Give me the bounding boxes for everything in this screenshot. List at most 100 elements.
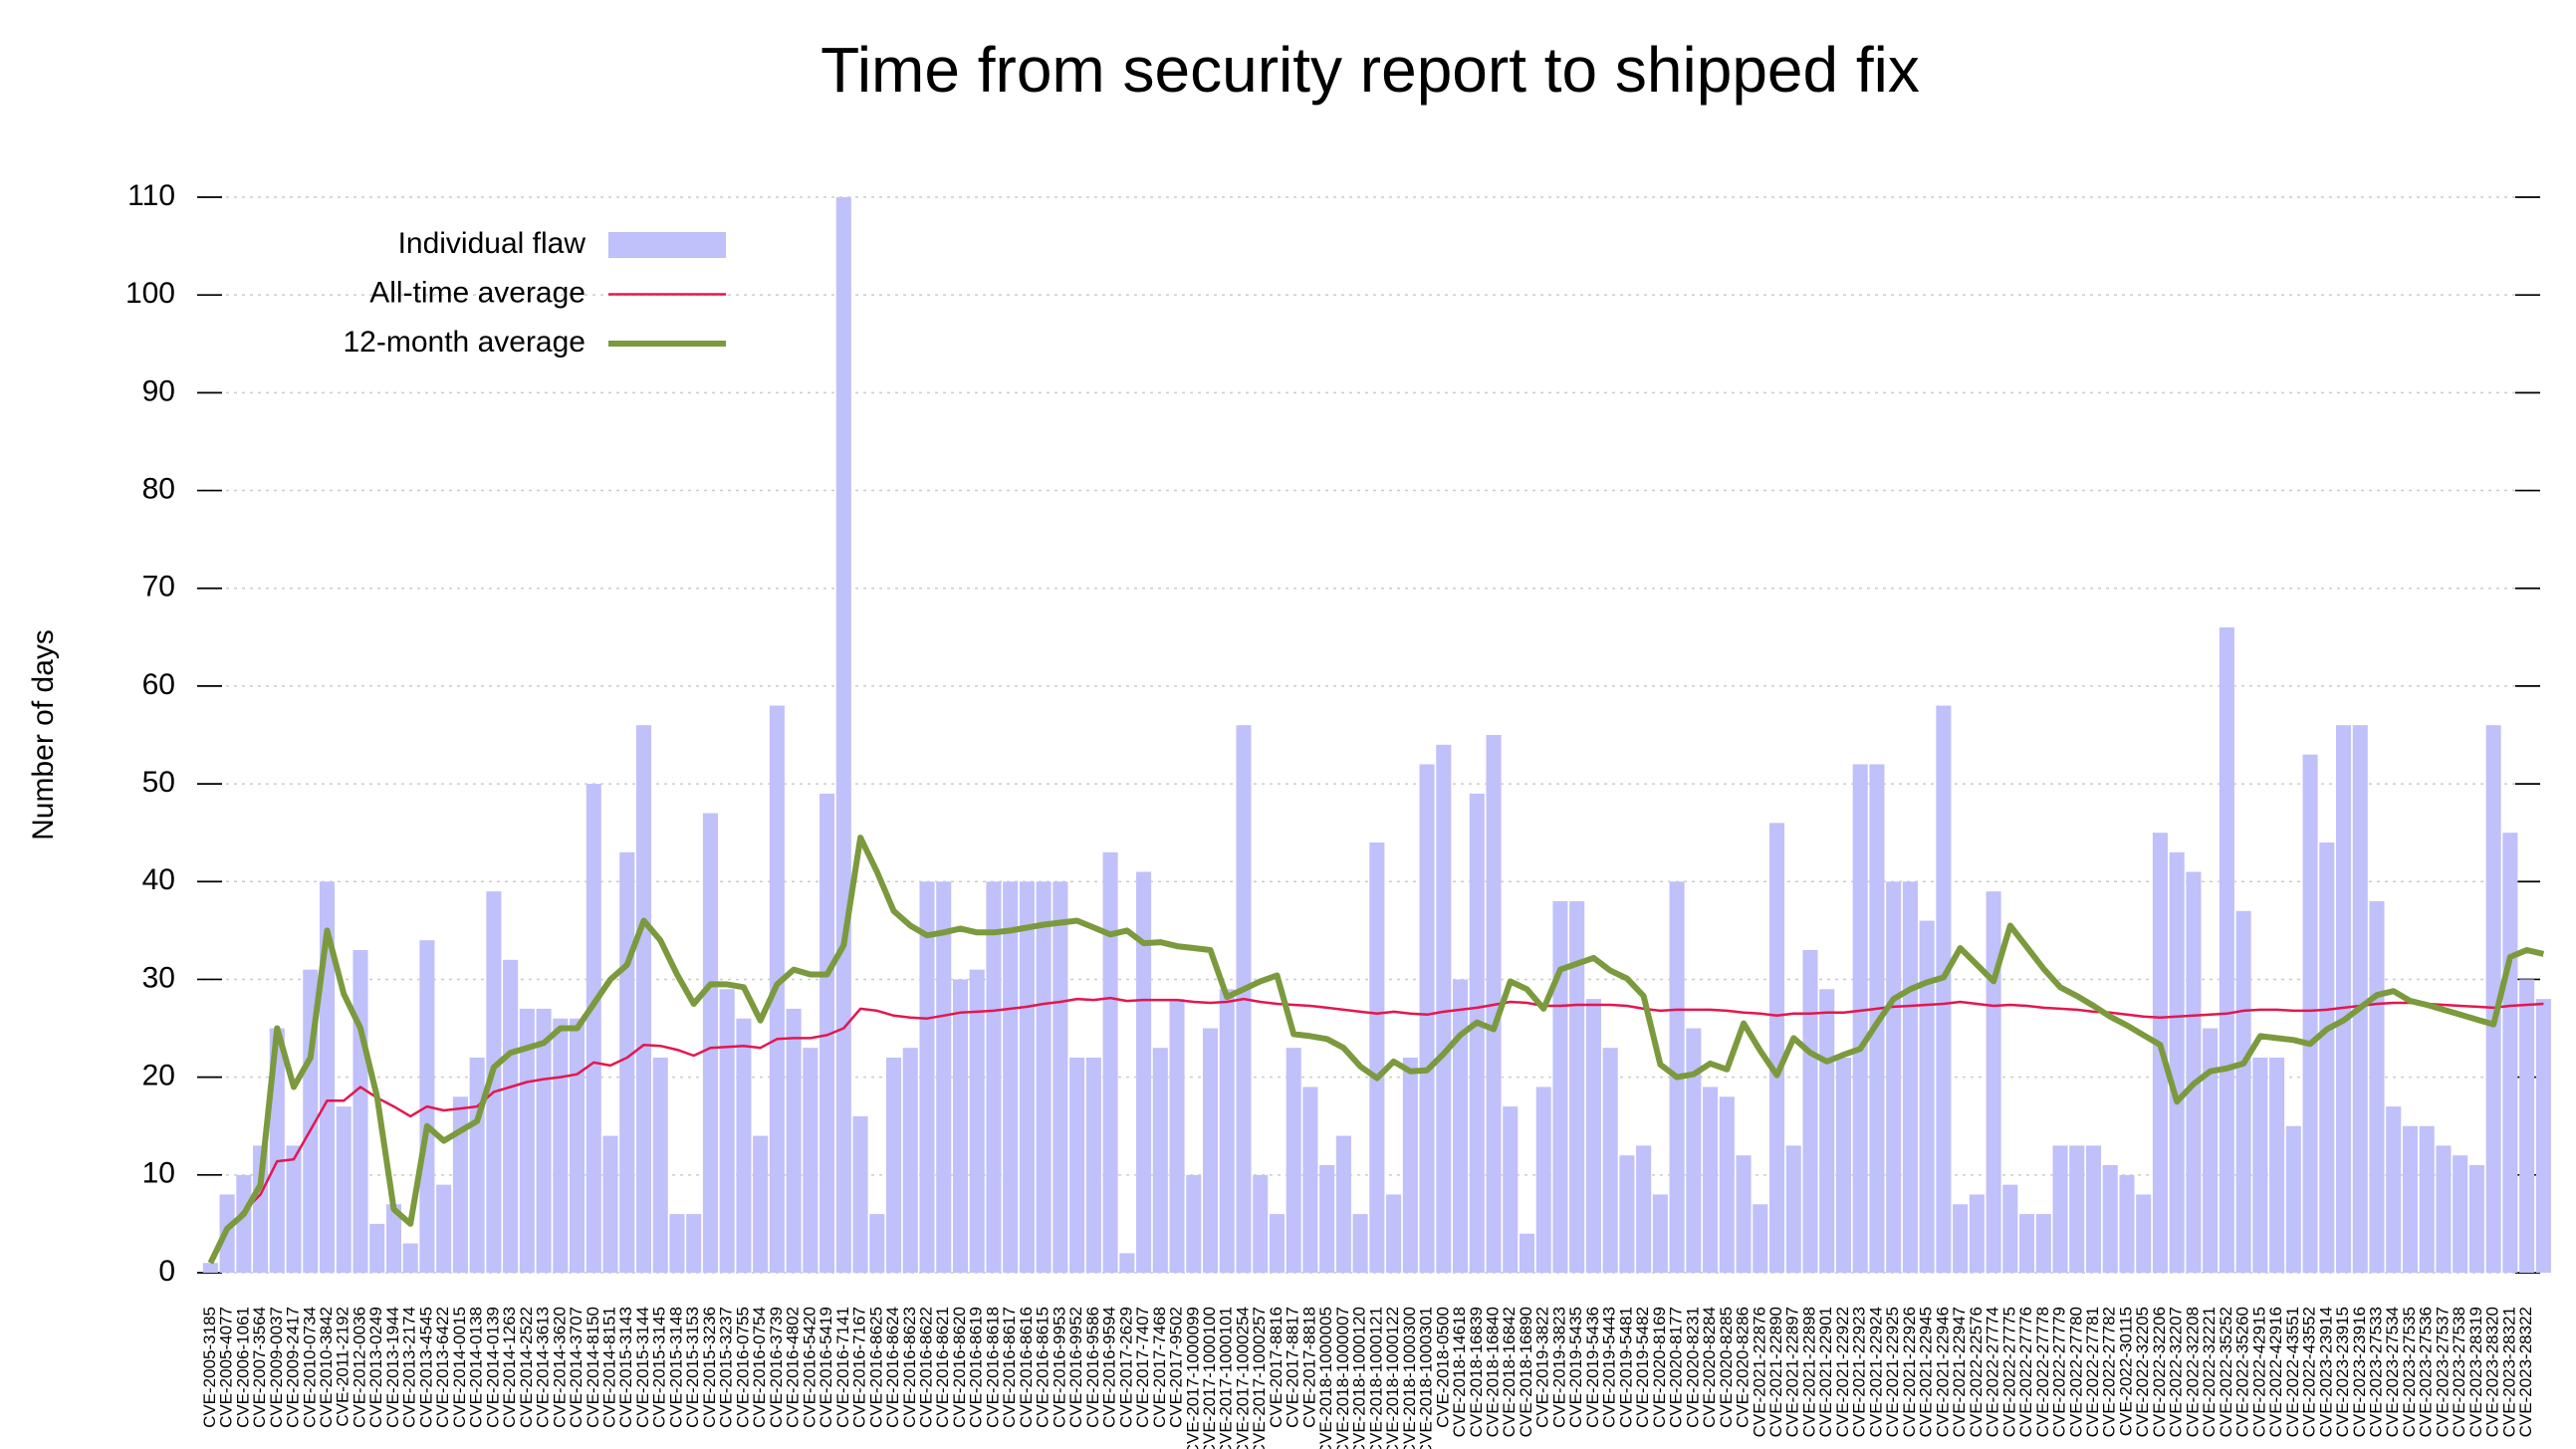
x-tick-label: CVE-2019-5481: [1616, 1307, 1635, 1428]
bar: [820, 793, 835, 1273]
bar: [352, 950, 368, 1273]
bar: [1969, 1194, 1985, 1273]
x-tick-label: CVE-2014-0015: [450, 1307, 469, 1428]
x-tick-label: CVE-2016-5420: [800, 1307, 819, 1428]
bar: [2136, 1194, 2152, 1273]
y-axis-label: Number of days: [27, 629, 60, 841]
bar: [869, 1214, 885, 1273]
bar: [719, 989, 735, 1273]
x-tick-label: CVE-2016-8623: [900, 1307, 919, 1428]
bar: [1335, 1135, 1351, 1273]
bar: [1686, 1028, 1702, 1273]
bar: [1036, 881, 1052, 1273]
y-tick-label: 0: [158, 1255, 175, 1288]
bar: [2369, 900, 2385, 1273]
bar: [2102, 1165, 2118, 1273]
y-tick-label: 10: [142, 1157, 175, 1190]
x-tick-label: CVE-2021-22924: [1866, 1307, 1885, 1437]
bar: [619, 851, 635, 1273]
bar: [2269, 1058, 2285, 1273]
bar: [1102, 851, 1118, 1273]
bar: [536, 1008, 552, 1273]
x-tick-label: CVE-2021-22926: [1900, 1307, 1919, 1437]
x-tick-label: CVE-2020-8285: [1717, 1307, 1736, 1428]
x-tick-label: CVE-2014-0139: [483, 1307, 502, 1428]
bar: [286, 1145, 302, 1273]
x-tick-label: CVE-2023-27538: [2450, 1307, 2468, 1437]
y-tick-label: 50: [142, 766, 175, 799]
x-tick-label: CVE-2019-3822: [1533, 1307, 1552, 1428]
bar: [2219, 627, 2234, 1273]
x-tick-label: CVE-2016-7141: [833, 1307, 852, 1428]
bar: [2485, 725, 2501, 1273]
bar: [2002, 1184, 2018, 1273]
x-tick-label: CVE-2016-4802: [784, 1307, 803, 1428]
legend-label: Individual flaw: [398, 227, 586, 260]
x-tick-label: CVE-2016-0755: [733, 1307, 752, 1428]
x-tick-label: CVE-2014-0138: [467, 1307, 486, 1428]
x-tick-label: CVE-2022-27781: [2083, 1307, 2102, 1437]
x-tick-label: CVE-2018-16839: [1467, 1307, 1486, 1437]
bar: [1019, 881, 1035, 1273]
bar: [402, 1243, 418, 1273]
y-tick-label: 60: [142, 668, 175, 701]
x-tick-label: CVE-2020-8231: [1683, 1307, 1702, 1428]
bar: [2336, 725, 2352, 1273]
x-tick-label: CVE-2017-8817: [1284, 1307, 1302, 1428]
x-tick-label: CVE-2018-1000300: [1400, 1307, 1419, 1449]
bar: [519, 1008, 535, 1273]
x-tick-label: CVE-2018-1000007: [1333, 1307, 1352, 1449]
bar: [1902, 881, 1918, 1273]
bar: [2352, 725, 2368, 1273]
bar: [1169, 999, 1185, 1273]
x-tick-label: CVE-2013-6422: [433, 1307, 452, 1428]
bar: [1186, 1174, 1202, 1273]
bar: [2285, 1125, 2301, 1273]
bar: [986, 881, 1002, 1273]
x-tick-label: CVE-2017-2629: [1116, 1307, 1135, 1428]
bar: [1136, 871, 1152, 1273]
x-tick-label: CVE-2015-3145: [650, 1307, 669, 1428]
x-tick-label: CVE-2012-0036: [350, 1307, 368, 1428]
x-tick-label: CVE-2022-27782: [2100, 1307, 2119, 1437]
x-tick-label: CVE-2018-14618: [1450, 1307, 1469, 1437]
x-tick-label: CVE-2022-43551: [2283, 1307, 2302, 1437]
x-tick-label: CVE-2023-23916: [2350, 1307, 2369, 1437]
chart-title: Time from security report to shipped fix: [820, 34, 1920, 106]
x-tick-label: CVE-2009-0037: [267, 1307, 286, 1428]
x-tick-label: CVE-2016-8618: [983, 1307, 1002, 1428]
y-tick-label: 30: [142, 961, 175, 994]
bar: [652, 1058, 668, 1273]
x-tick-label: CVE-2022-27774: [1984, 1307, 2002, 1437]
x-tick-label: CVE-2017-1000099: [1183, 1307, 1202, 1449]
line: [209, 996, 2544, 1264]
bar: [1352, 1214, 1368, 1273]
x-tick-label: CVE-2019-3823: [1549, 1307, 1568, 1428]
x-tick-label: CVE-2013-4545: [416, 1307, 435, 1428]
bar: [702, 813, 718, 1273]
bar: [1535, 1087, 1551, 1273]
x-tick-label: CVE-2017-8818: [1299, 1307, 1318, 1428]
bar: [1953, 1204, 1969, 1273]
bar: [2402, 1125, 2419, 1273]
bar: [2252, 1058, 2268, 1273]
x-tick-label: CVE-2023-27537: [2433, 1307, 2452, 1437]
bar: [1469, 793, 1485, 1273]
x-tick-label: CVE-2022-43552: [2300, 1307, 2319, 1437]
x-tick-label: CVE-2021-22946: [1933, 1307, 1952, 1437]
bar: [486, 891, 502, 1273]
x-tick-label: CVE-2023-28320: [2483, 1307, 2502, 1437]
bar: [2453, 1155, 2468, 1273]
bar: [835, 197, 851, 1273]
bar: [1886, 881, 1902, 1273]
bar: [1619, 1155, 1635, 1273]
x-tick-label: CVE-2018-1000121: [1366, 1307, 1385, 1449]
bar: [1402, 1058, 1418, 1273]
x-tick-label: CVE-2023-28319: [2466, 1307, 2485, 1437]
bar: [2085, 1145, 2102, 1273]
x-tick-label: CVE-2021-22947: [1950, 1307, 1969, 1437]
bar: [736, 1018, 752, 1273]
bar: [1785, 1145, 1801, 1273]
bar: [2502, 833, 2518, 1273]
